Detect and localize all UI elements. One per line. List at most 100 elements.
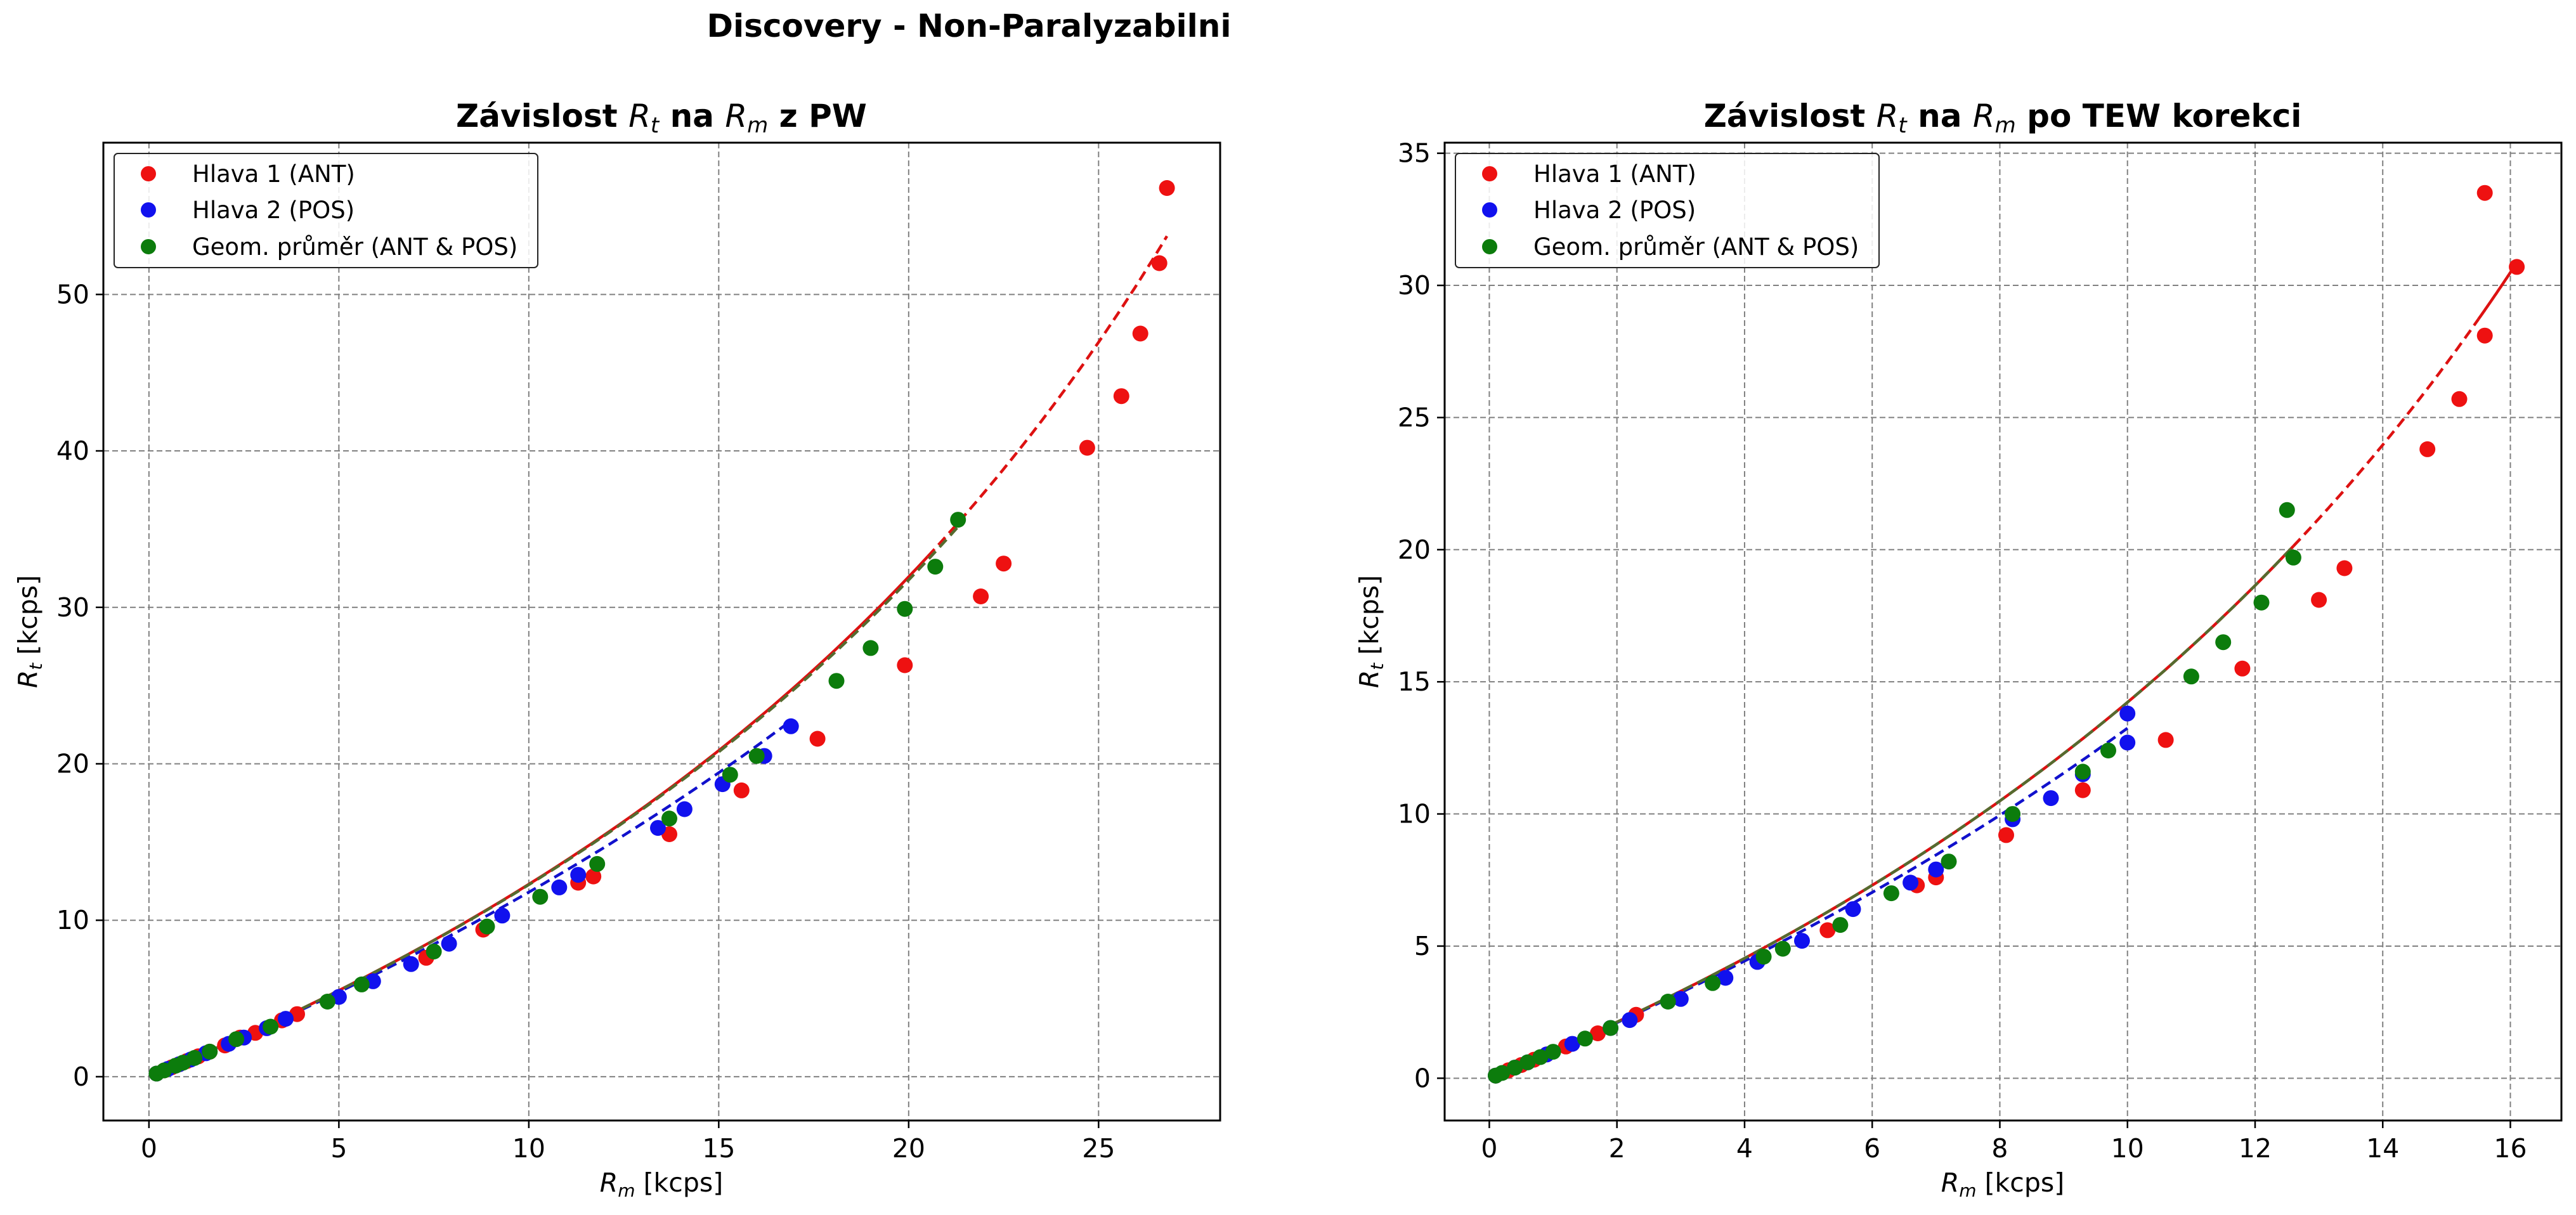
y-tick-label-right: 15 (1398, 666, 1431, 697)
point-geom-right (2183, 668, 2199, 685)
x-axis-label-left: Rm [kcps] (600, 1167, 723, 1201)
point-geom-right (2074, 763, 2091, 780)
point-head2-right (1717, 970, 1734, 986)
point-head1-right (2336, 560, 2353, 576)
x-ticks-right: 0 2 4 6 8 10 12 14 16 (1481, 1121, 2527, 1164)
point-geom-left (202, 1043, 218, 1060)
legend-left: Hlava 1 (ANT) Hlava 2 (POS) Geom. průměr… (114, 153, 538, 268)
point-geom-left (589, 855, 606, 872)
point-geom-left (897, 601, 913, 617)
fit-line-head1_fit-right (1495, 545, 2295, 1077)
grid-right (1445, 143, 2561, 1121)
x-tick-label-left: 0 (141, 1133, 157, 1164)
legend-label-head2-right: Hlava 2 (POS) (1533, 197, 1696, 224)
point-geom-left (319, 994, 335, 1010)
y-tick-label-right: 10 (1398, 799, 1431, 829)
fit-line-head2_fit-left (156, 719, 792, 1075)
y-axis-label-left: Rt [kcps] (13, 575, 46, 688)
point-head2-left (403, 956, 419, 972)
y-tick-label-left: 10 (56, 905, 89, 935)
y-tick-label-right: 20 (1398, 535, 1431, 565)
point-head2-left (650, 820, 666, 836)
point-head2-right (1622, 1012, 1638, 1029)
point-geom-left (950, 512, 966, 528)
point-geom-left (263, 1018, 279, 1035)
fit-line-head1_fit-left (927, 235, 1169, 558)
point-geom-right (1774, 940, 1791, 957)
fit-lines-left (156, 235, 1169, 1075)
point-geom-right (2005, 806, 2021, 822)
point-head2-right (1903, 874, 1919, 891)
point-geom-left (228, 1031, 245, 1048)
point-geom-right (1545, 1044, 1561, 1060)
legend-label-geom-left: Geom. průměr (ANT & POS) (192, 233, 517, 261)
legend-marker-head2-right (1482, 202, 1497, 218)
x-tick-label-left: 20 (892, 1133, 925, 1164)
point-geom-right (1832, 917, 1849, 933)
point-head1-right (2419, 441, 2436, 457)
point-head1-right (2311, 592, 2327, 608)
legend-marker-head1-right (1482, 166, 1497, 181)
legend-label-head1-left: Hlava 1 (ANT) (192, 160, 355, 188)
grid-left (103, 143, 1220, 1121)
x-tick-label-right: 2 (1609, 1133, 1625, 1164)
point-head1-left (1159, 180, 1175, 196)
point-geom-right (2100, 743, 2116, 758)
point-head2-right (2043, 790, 2059, 807)
legend-right: Hlava 1 (ANT) Hlava 2 (POS) Geom. průměr… (1455, 153, 1880, 268)
scatter-points-right (1488, 185, 2525, 1084)
point-geom-left (426, 944, 442, 959)
x-tick-label-right: 12 (2239, 1133, 2272, 1164)
point-head1-left (1113, 388, 1129, 405)
plot-frame-right (1443, 141, 2563, 1122)
point-geom-right (1532, 1049, 1549, 1065)
x-axis-label-right: Rm [kcps] (1941, 1167, 2064, 1201)
point-geom-right (1494, 1065, 1511, 1081)
y-tick-label-right: 0 (1414, 1063, 1431, 1093)
y-tick-label-left: 30 (56, 592, 89, 623)
chart-right: 0 2 4 6 8 10 12 14 16 0 5 10 15 20 25 30 35 Závislost R… (1354, 98, 2563, 1201)
y-tick-label-right: 30 (1398, 270, 1431, 301)
x-tick-label-left: 25 (1082, 1133, 1115, 1164)
point-geom-right (1705, 975, 1721, 991)
y-tick-label-left: 40 (56, 436, 89, 466)
point-head2-right (1564, 1036, 1580, 1052)
x-tick-label-right: 10 (2111, 1133, 2144, 1164)
point-head1-right (1819, 922, 1836, 939)
point-geom-left (722, 767, 738, 783)
point-head2-left (570, 867, 587, 883)
point-head2-left (551, 879, 568, 895)
y-tick-label-left: 50 (56, 279, 89, 309)
point-geom-right (1577, 1030, 1593, 1047)
point-geom-right (2285, 549, 2301, 566)
point-head2-left (494, 907, 511, 924)
legend-marker-head1-left (141, 166, 156, 181)
y-ticks-left: 0 10 20 30 40 50 (56, 279, 103, 1092)
x-tick-label-left: 10 (512, 1133, 545, 1164)
legend-box-left (114, 153, 538, 268)
x-tick-label-right: 6 (1864, 1133, 1880, 1164)
point-geom-left (748, 748, 765, 764)
point-head2-right (2119, 734, 2136, 751)
fit-line-head1_fit-right (2292, 318, 2480, 547)
point-head1-right (2476, 327, 2493, 344)
x-tick-label-right: 8 (1991, 1133, 2008, 1164)
point-head2-left (676, 801, 693, 817)
point-head2-left (441, 935, 457, 952)
point-head1-right (2509, 259, 2525, 275)
point-head1-left (1132, 325, 1148, 342)
point-head1-left (897, 657, 913, 673)
point-head1-left (1151, 255, 1168, 271)
point-geom-left (186, 1049, 203, 1066)
x-tick-label-right: 14 (2366, 1133, 2399, 1164)
point-head1-right (1590, 1025, 1606, 1041)
legend-marker-head2-left (141, 202, 156, 218)
legend-marker-geom-left (141, 239, 156, 254)
point-geom-right (1941, 854, 1957, 870)
point-geom-right (2279, 502, 2295, 518)
chart-title-right: Závislost Rt na Rm po TEW korekci (1704, 98, 2302, 138)
point-geom-left (927, 559, 944, 575)
fit-line-head2_fit-right (1495, 727, 2129, 1077)
legend-label-head1-right: Hlava 1 (ANT) (1533, 160, 1696, 188)
